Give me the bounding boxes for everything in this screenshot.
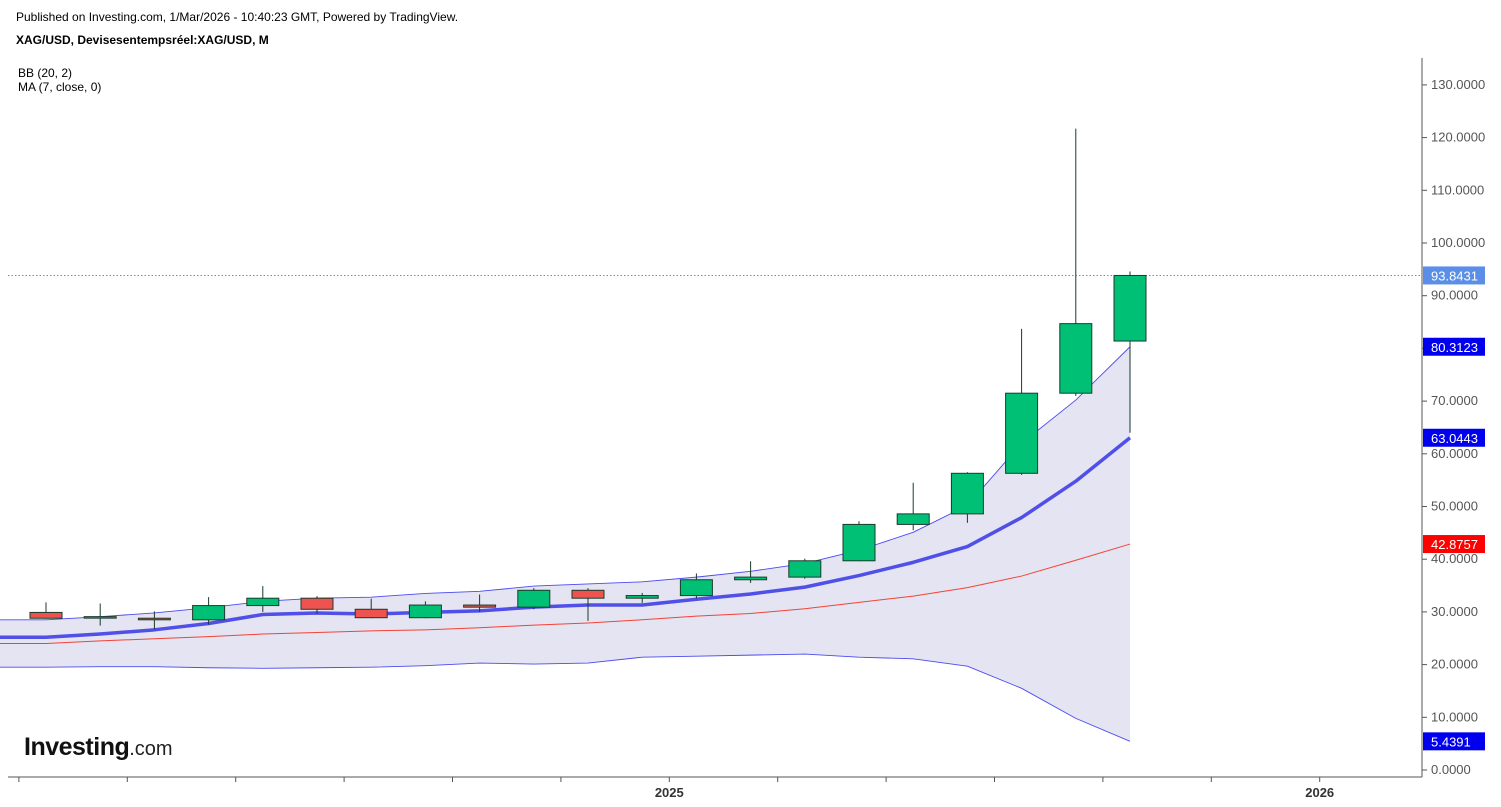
y-tick-label: 10.0000 [1431, 709, 1478, 724]
candle-body[interactable] [842, 523, 876, 562]
bb-lower-line [0, 653, 1131, 742]
candle-body[interactable] [734, 576, 768, 581]
candle-body[interactable] [1059, 323, 1093, 394]
ma-indicator-label[interactable]: MA (7, close, 0) [18, 80, 102, 94]
investing-logo: Investing.com [24, 733, 173, 762]
bb-indicator-label[interactable]: BB (20, 2) [18, 66, 73, 80]
candle-body[interactable] [300, 597, 334, 610]
candle-body[interactable] [463, 604, 497, 608]
candle-body[interactable] [83, 616, 117, 619]
candle-body[interactable] [137, 617, 171, 621]
x-tick-label: 2026 [1305, 785, 1334, 800]
candle-body[interactable] [571, 589, 605, 599]
value-tag-label: 63.0443 [1431, 431, 1478, 446]
symbol-title: XAG/USD, Devisesentempsréel:XAG/USD, M [16, 33, 269, 47]
y-tick-label: 50.0000 [1431, 499, 1478, 514]
candle-body[interactable] [517, 589, 551, 608]
candle-body[interactable] [1005, 392, 1039, 474]
bb-fill [0, 346, 1130, 742]
y-tick-label: 90.0000 [1431, 288, 1478, 303]
y-tick-label: 30.0000 [1431, 604, 1478, 619]
candle-body[interactable] [408, 604, 442, 619]
candle-body[interactable] [950, 472, 984, 515]
y-tick-label: 110.0000 [1431, 182, 1484, 197]
candle-body[interactable] [896, 513, 930, 525]
bb-basis-line [0, 543, 1131, 645]
y-tick-label: 100.0000 [1431, 235, 1485, 250]
logo-wordmark: Investing [24, 733, 130, 761]
bb-upper-line [0, 346, 1131, 621]
value-tag-label: 93.8431 [1431, 268, 1478, 283]
candle-body[interactable] [354, 608, 388, 619]
y-tick-label: 70.0000 [1431, 393, 1478, 408]
candle-body[interactable] [625, 595, 659, 599]
y-tick-label: 130.0000 [1431, 77, 1485, 92]
y-tick-label: 60.0000 [1431, 446, 1478, 461]
y-tick-label: 120.0000 [1431, 130, 1485, 145]
value-tag [1423, 732, 1485, 751]
candle-body[interactable] [192, 605, 226, 621]
value-tag-label: 5.4391 [1431, 734, 1471, 749]
y-tick-label: 40.0000 [1431, 551, 1478, 566]
y-tick-label: 0.0000 [1431, 762, 1471, 777]
candle-body[interactable] [1113, 274, 1147, 342]
value-tag [1423, 266, 1485, 285]
value-tag-label: 42.8757 [1431, 537, 1478, 552]
value-tag-label: 80.3123 [1431, 340, 1478, 355]
y-tick-label: 20.0000 [1431, 657, 1478, 672]
logo-suffix: .com [129, 738, 173, 760]
value-tag [1423, 337, 1485, 356]
value-tag [1423, 535, 1485, 554]
ma-line [0, 436, 1132, 639]
candle-body[interactable] [29, 611, 63, 619]
published-info: Published on Investing.com, 1/Mar/2026 -… [16, 10, 459, 24]
x-tick-label: 2025 [655, 785, 684, 800]
candle-body[interactable] [679, 579, 713, 597]
candle-body[interactable] [246, 597, 280, 607]
value-tag [1423, 428, 1485, 447]
candle-body[interactable] [788, 560, 822, 578]
